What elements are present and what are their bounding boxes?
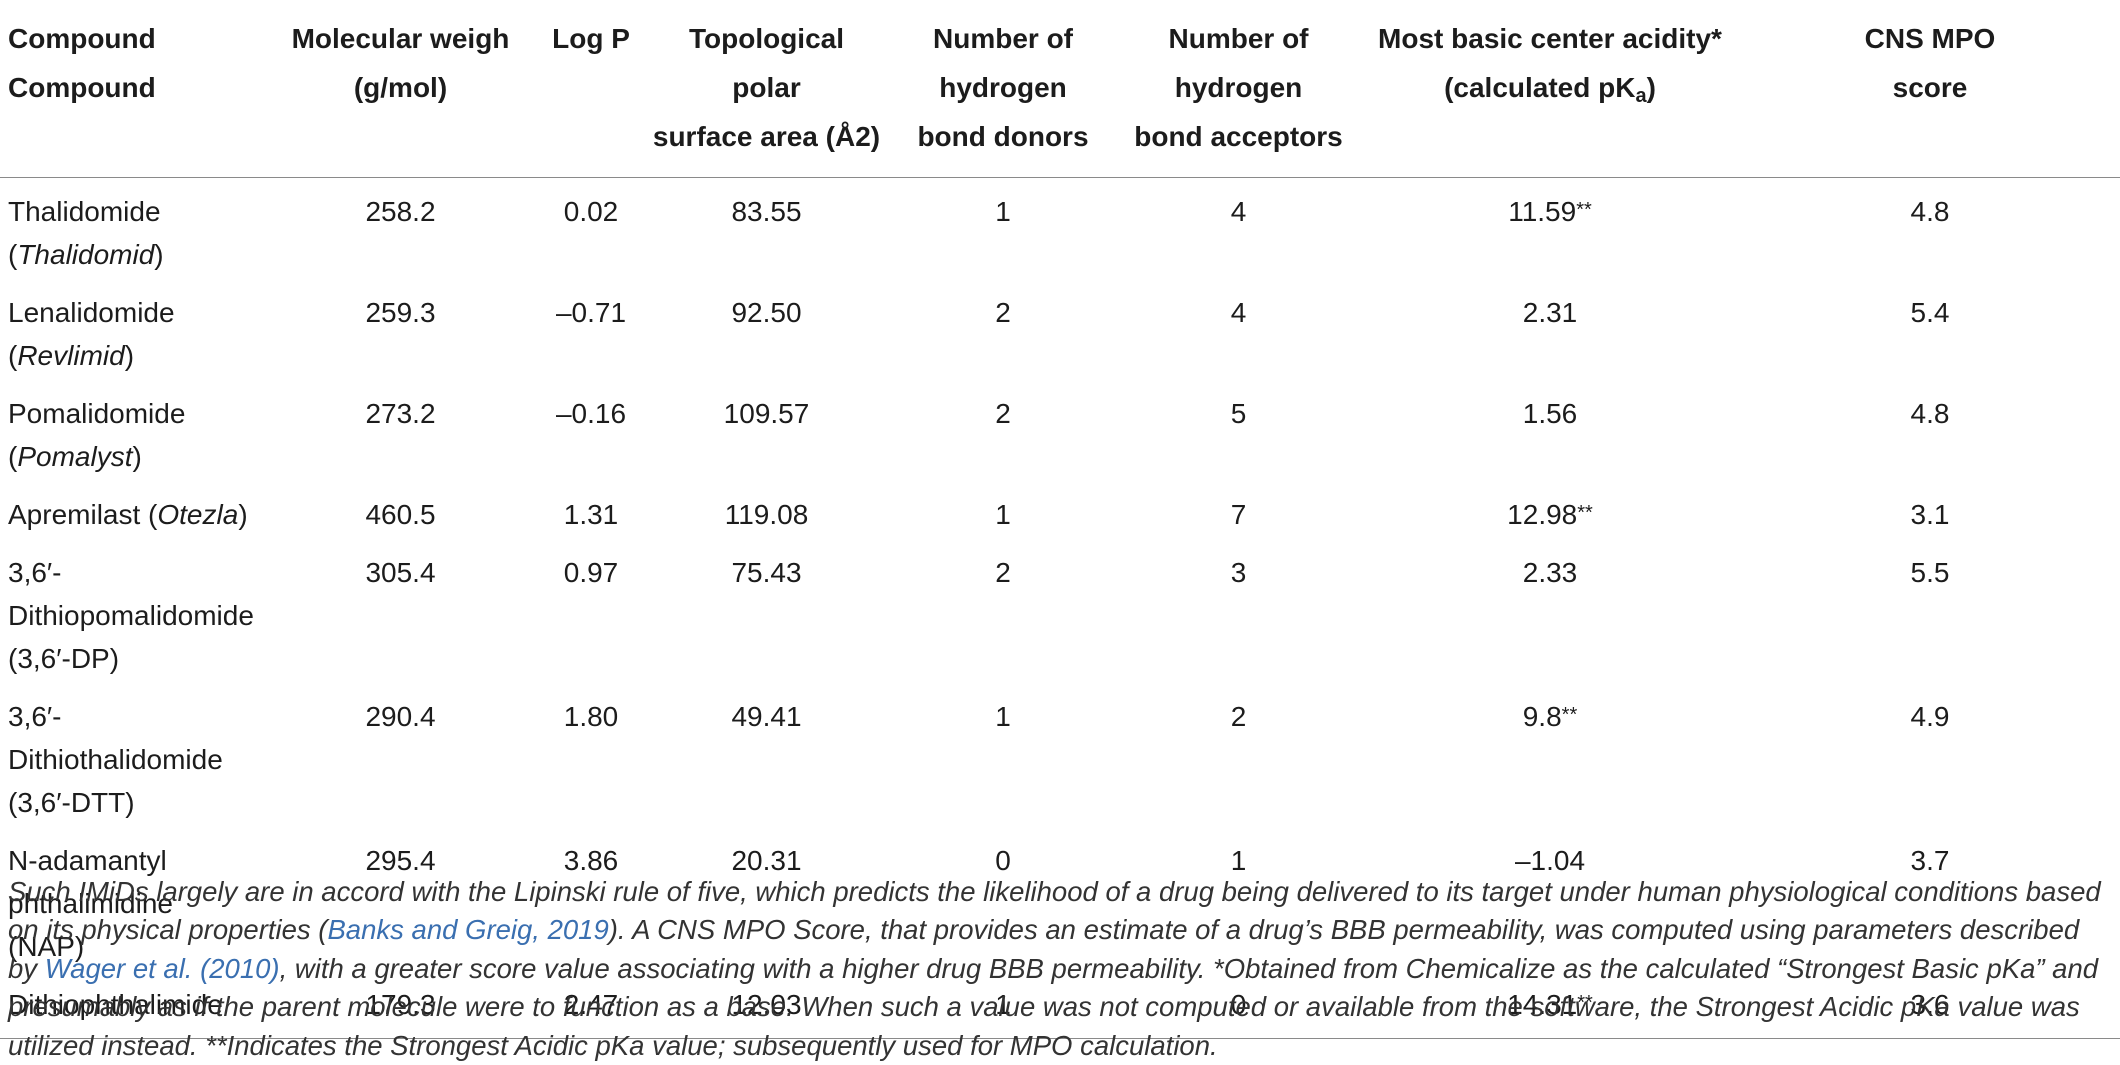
- cell-hbd: 1: [889, 481, 1117, 539]
- cell-compound: Apremilast (Otezla): [0, 481, 263, 539]
- cell-logp: 1.80: [538, 683, 644, 827]
- cell-tpsa: 83.55: [644, 178, 889, 280]
- cell-hba: 4: [1117, 178, 1360, 280]
- cell-logp: –0.16: [538, 380, 644, 481]
- cell-logp: 0.02: [538, 178, 644, 280]
- cell-cns-mpo: 4.9: [1740, 683, 2120, 827]
- cell-pka: 9.8**: [1360, 683, 1740, 827]
- cell-pka: 12.98**: [1360, 481, 1740, 539]
- cell-tpsa: 109.57: [644, 380, 889, 481]
- cell-hba: 5: [1117, 380, 1360, 481]
- cell-hbd: 2: [889, 380, 1117, 481]
- cell-compound: 3,6′-Dithiothalidomide(3,6′-DTT): [0, 683, 263, 827]
- cell-logp: 1.31: [538, 481, 644, 539]
- cell-pka: 2.31: [1360, 279, 1740, 380]
- cell-hbd: 2: [889, 279, 1117, 380]
- citation-link-banks-greig[interactable]: Banks and Greig, 2019: [327, 914, 608, 945]
- col-header-molecular-weight: Molecular weigh(g/mol): [263, 0, 538, 178]
- cell-hbd: 1: [889, 178, 1117, 280]
- cell-hba: 2: [1117, 683, 1360, 827]
- cell-molecular-weight: 258.2: [263, 178, 538, 280]
- cell-hba: 3: [1117, 539, 1360, 683]
- col-header-pka: Most basic center acidity*(calculated pK…: [1360, 0, 1740, 178]
- cell-cns-mpo: 5.4: [1740, 279, 2120, 380]
- cell-molecular-weight: 273.2: [263, 380, 538, 481]
- cell-cns-mpo: 5.5: [1740, 539, 2120, 683]
- cell-cns-mpo: 3.1: [1740, 481, 2120, 539]
- cell-hbd: 1: [889, 683, 1117, 827]
- cell-molecular-weight: 290.4: [263, 683, 538, 827]
- cell-molecular-weight: 305.4: [263, 539, 538, 683]
- cell-hbd: 2: [889, 539, 1117, 683]
- cell-tpsa: 49.41: [644, 683, 889, 827]
- cell-tpsa: 75.43: [644, 539, 889, 683]
- cell-compound: 3,6′-Dithiopomalidomide(3,6′-DP): [0, 539, 263, 683]
- cell-hba: 4: [1117, 279, 1360, 380]
- table-footnote: Such IMiDs largely are in accord with th…: [8, 873, 2112, 1065]
- cell-molecular-weight: 259.3: [263, 279, 538, 380]
- cell-tpsa: 119.08: [644, 481, 889, 539]
- cell-pka: 2.33: [1360, 539, 1740, 683]
- cell-logp: 0.97: [538, 539, 644, 683]
- col-header-logp: Log P: [538, 0, 644, 178]
- cell-compound: Thalidomide(Thalidomid): [0, 178, 263, 280]
- cell-pka: 11.59**: [1360, 178, 1740, 280]
- cell-pka: 1.56: [1360, 380, 1740, 481]
- citation-link-wager[interactable]: Wager et al. (2010): [45, 953, 280, 984]
- cell-hba: 7: [1117, 481, 1360, 539]
- cell-compound: Lenalidomide(Revlimid): [0, 279, 263, 380]
- cell-logp: –0.71: [538, 279, 644, 380]
- cell-compound: Pomalidomide(Pomalyst): [0, 380, 263, 481]
- cell-molecular-weight: 460.5: [263, 481, 538, 539]
- cell-cns-mpo: 4.8: [1740, 380, 2120, 481]
- cell-cns-mpo: 4.8: [1740, 178, 2120, 280]
- cell-tpsa: 92.50: [644, 279, 889, 380]
